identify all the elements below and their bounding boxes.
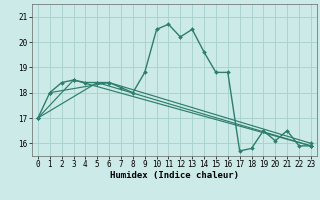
X-axis label: Humidex (Indice chaleur): Humidex (Indice chaleur) <box>110 171 239 180</box>
